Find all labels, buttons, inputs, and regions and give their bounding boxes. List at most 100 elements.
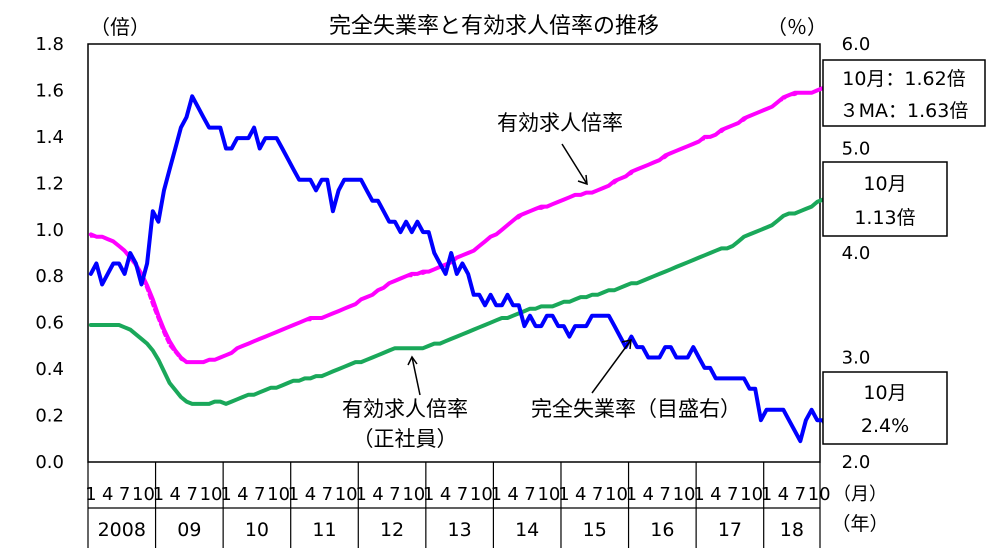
right-tick-label: 5.0 bbox=[842, 139, 871, 160]
month-tick-label: 4 bbox=[237, 484, 248, 505]
series-lines bbox=[88, 81, 842, 444]
year-label: 11 bbox=[312, 519, 336, 541]
month-tick-label: 1 bbox=[288, 484, 299, 505]
year-label: 12 bbox=[380, 519, 404, 541]
month-tick-label: 10 bbox=[605, 484, 628, 505]
month-tick-label: 7 bbox=[524, 484, 535, 505]
arrow-seishain bbox=[411, 356, 421, 396]
month-tick-label: 7 bbox=[186, 484, 197, 505]
month-tick-label: 7 bbox=[795, 484, 806, 505]
year-label: 17 bbox=[718, 519, 742, 541]
month-tick-label: 10 bbox=[740, 484, 763, 505]
series-line-3 bbox=[88, 94, 842, 444]
month-tick-label: 1 bbox=[220, 484, 231, 505]
month-tick-label: 1 bbox=[491, 484, 502, 505]
month-tick-label: 4 bbox=[575, 484, 586, 505]
month-tick-label: 10 bbox=[335, 484, 358, 505]
arrow-yukou-head bbox=[577, 174, 588, 186]
month-tick-label: 4 bbox=[170, 484, 181, 505]
callout-green-line1: 10月 bbox=[863, 173, 906, 195]
callout-green: 10月 1.13倍 bbox=[822, 161, 948, 237]
arrow-shitsugyo-head bbox=[621, 339, 632, 350]
month-tick-label: 1 bbox=[85, 484, 96, 505]
month-tick-label: 4 bbox=[372, 484, 383, 505]
callout-blue-frame bbox=[822, 371, 948, 445]
month-tick-label: 10 bbox=[808, 484, 831, 505]
month-tick-label: 1 bbox=[355, 484, 366, 505]
month-tick-label: 4 bbox=[440, 484, 451, 505]
right-tick-label: 2.0 bbox=[842, 452, 871, 473]
year-label: 18 bbox=[780, 519, 804, 541]
callout-pink: 10月：1.62倍 ３MA：1.63倍 bbox=[822, 59, 986, 127]
series-line-2 bbox=[88, 195, 842, 406]
month-tick-label: 10 bbox=[537, 484, 560, 505]
annotation-yukou: 有効求人倍率 bbox=[497, 111, 623, 135]
right-tick-label: 3.0 bbox=[842, 348, 871, 369]
month-unit: （月） bbox=[833, 484, 887, 505]
month-tick-label: 1 bbox=[761, 484, 772, 505]
month-tick-label: 7 bbox=[727, 484, 738, 505]
annotation-arrows bbox=[407, 143, 632, 396]
month-tick-label: 10 bbox=[200, 484, 223, 505]
month-tick-label: 7 bbox=[659, 484, 670, 505]
left-tick-label: 1.8 bbox=[35, 34, 64, 55]
arrow-seishain-head bbox=[407, 355, 418, 366]
month-tick-label: 4 bbox=[778, 484, 789, 505]
callout-blue: 10月 2.4% bbox=[822, 371, 948, 445]
left-tick-label: 1.0 bbox=[35, 220, 64, 241]
callout-blue-line2: 2.4% bbox=[861, 415, 909, 437]
month-tick-label: 7 bbox=[389, 484, 400, 505]
left-tick-label: 1.4 bbox=[35, 127, 64, 148]
year-label: 10 bbox=[245, 519, 269, 541]
callout-blue-line1: 10月 bbox=[863, 382, 906, 404]
month-tick-label: 1 bbox=[558, 484, 569, 505]
year-label: 16 bbox=[650, 519, 674, 541]
plot-area bbox=[87, 43, 821, 463]
month-tick-label: 1 bbox=[423, 484, 434, 505]
callout-pink-line1: 10月：1.62倍 bbox=[842, 68, 965, 90]
month-tick-label: 4 bbox=[305, 484, 316, 505]
left-tick-label: 0.0 bbox=[35, 452, 64, 473]
arrow-shitsugyo bbox=[591, 339, 632, 394]
right-axis: 2.0 3.0 4.0 5.0 6.0 bbox=[842, 34, 871, 473]
month-tick-label: 1 bbox=[693, 484, 704, 505]
left-tick-label: 1.6 bbox=[35, 80, 64, 101]
month-tick-label: 4 bbox=[643, 484, 654, 505]
callout-green-frame bbox=[822, 161, 948, 237]
left-axis: 0.0 0.2 0.4 0.6 0.8 1.0 1.2 1.4 1.6 1.8 bbox=[35, 34, 64, 473]
left-tick-label: 0.2 bbox=[35, 406, 64, 427]
month-tick-label: 7 bbox=[457, 484, 468, 505]
annotation-seishain-line1: 有効求人倍率 bbox=[342, 397, 468, 421]
right-tick-label: 4.0 bbox=[842, 243, 871, 264]
year-label: 14 bbox=[515, 519, 539, 541]
left-tick-label: 0.6 bbox=[35, 313, 64, 334]
right-tick-label: 6.0 bbox=[842, 34, 871, 55]
callout-pink-line2: ３MA：1.63倍 bbox=[840, 100, 969, 122]
annotation-seishain-line2: （正社員） bbox=[353, 427, 458, 451]
chart-title: 完全失業率と有効求人倍率の推移 bbox=[329, 14, 659, 39]
month-tick-label: 4 bbox=[102, 484, 113, 505]
right-axis-unit: （％） bbox=[767, 15, 827, 39]
month-tick-label: 10 bbox=[267, 484, 290, 505]
year-label: 13 bbox=[448, 519, 472, 541]
year-unit: （年） bbox=[831, 513, 888, 535]
month-tick-label: 7 bbox=[322, 484, 333, 505]
month-tick-label: 1 bbox=[153, 484, 164, 505]
month-tick-label: 4 bbox=[710, 484, 721, 505]
month-tick-label: 7 bbox=[119, 484, 130, 505]
left-axis-unit: （倍） bbox=[90, 15, 150, 39]
month-tick-label: 4 bbox=[507, 484, 518, 505]
callout-green-line2: 1.13倍 bbox=[854, 207, 915, 229]
left-tick-label: 1.2 bbox=[35, 173, 64, 194]
series-line-0 bbox=[88, 81, 842, 365]
year-label: 15 bbox=[583, 519, 607, 541]
year-label: 09 bbox=[177, 519, 201, 541]
month-tick-label: 10 bbox=[402, 484, 425, 505]
year-label: 2008 bbox=[98, 519, 146, 541]
callout-pink-frame bbox=[822, 59, 986, 127]
month-tick-label: 10 bbox=[132, 484, 155, 505]
month-tick-label: 7 bbox=[592, 484, 603, 505]
month-tick-label: 10 bbox=[673, 484, 696, 505]
x-axis: 2008 09 10 11 12 13 14 15 16 17 181 4 7 101 4 7 101 4 7 101… bbox=[85, 462, 831, 548]
arrow-yukou bbox=[561, 143, 588, 185]
